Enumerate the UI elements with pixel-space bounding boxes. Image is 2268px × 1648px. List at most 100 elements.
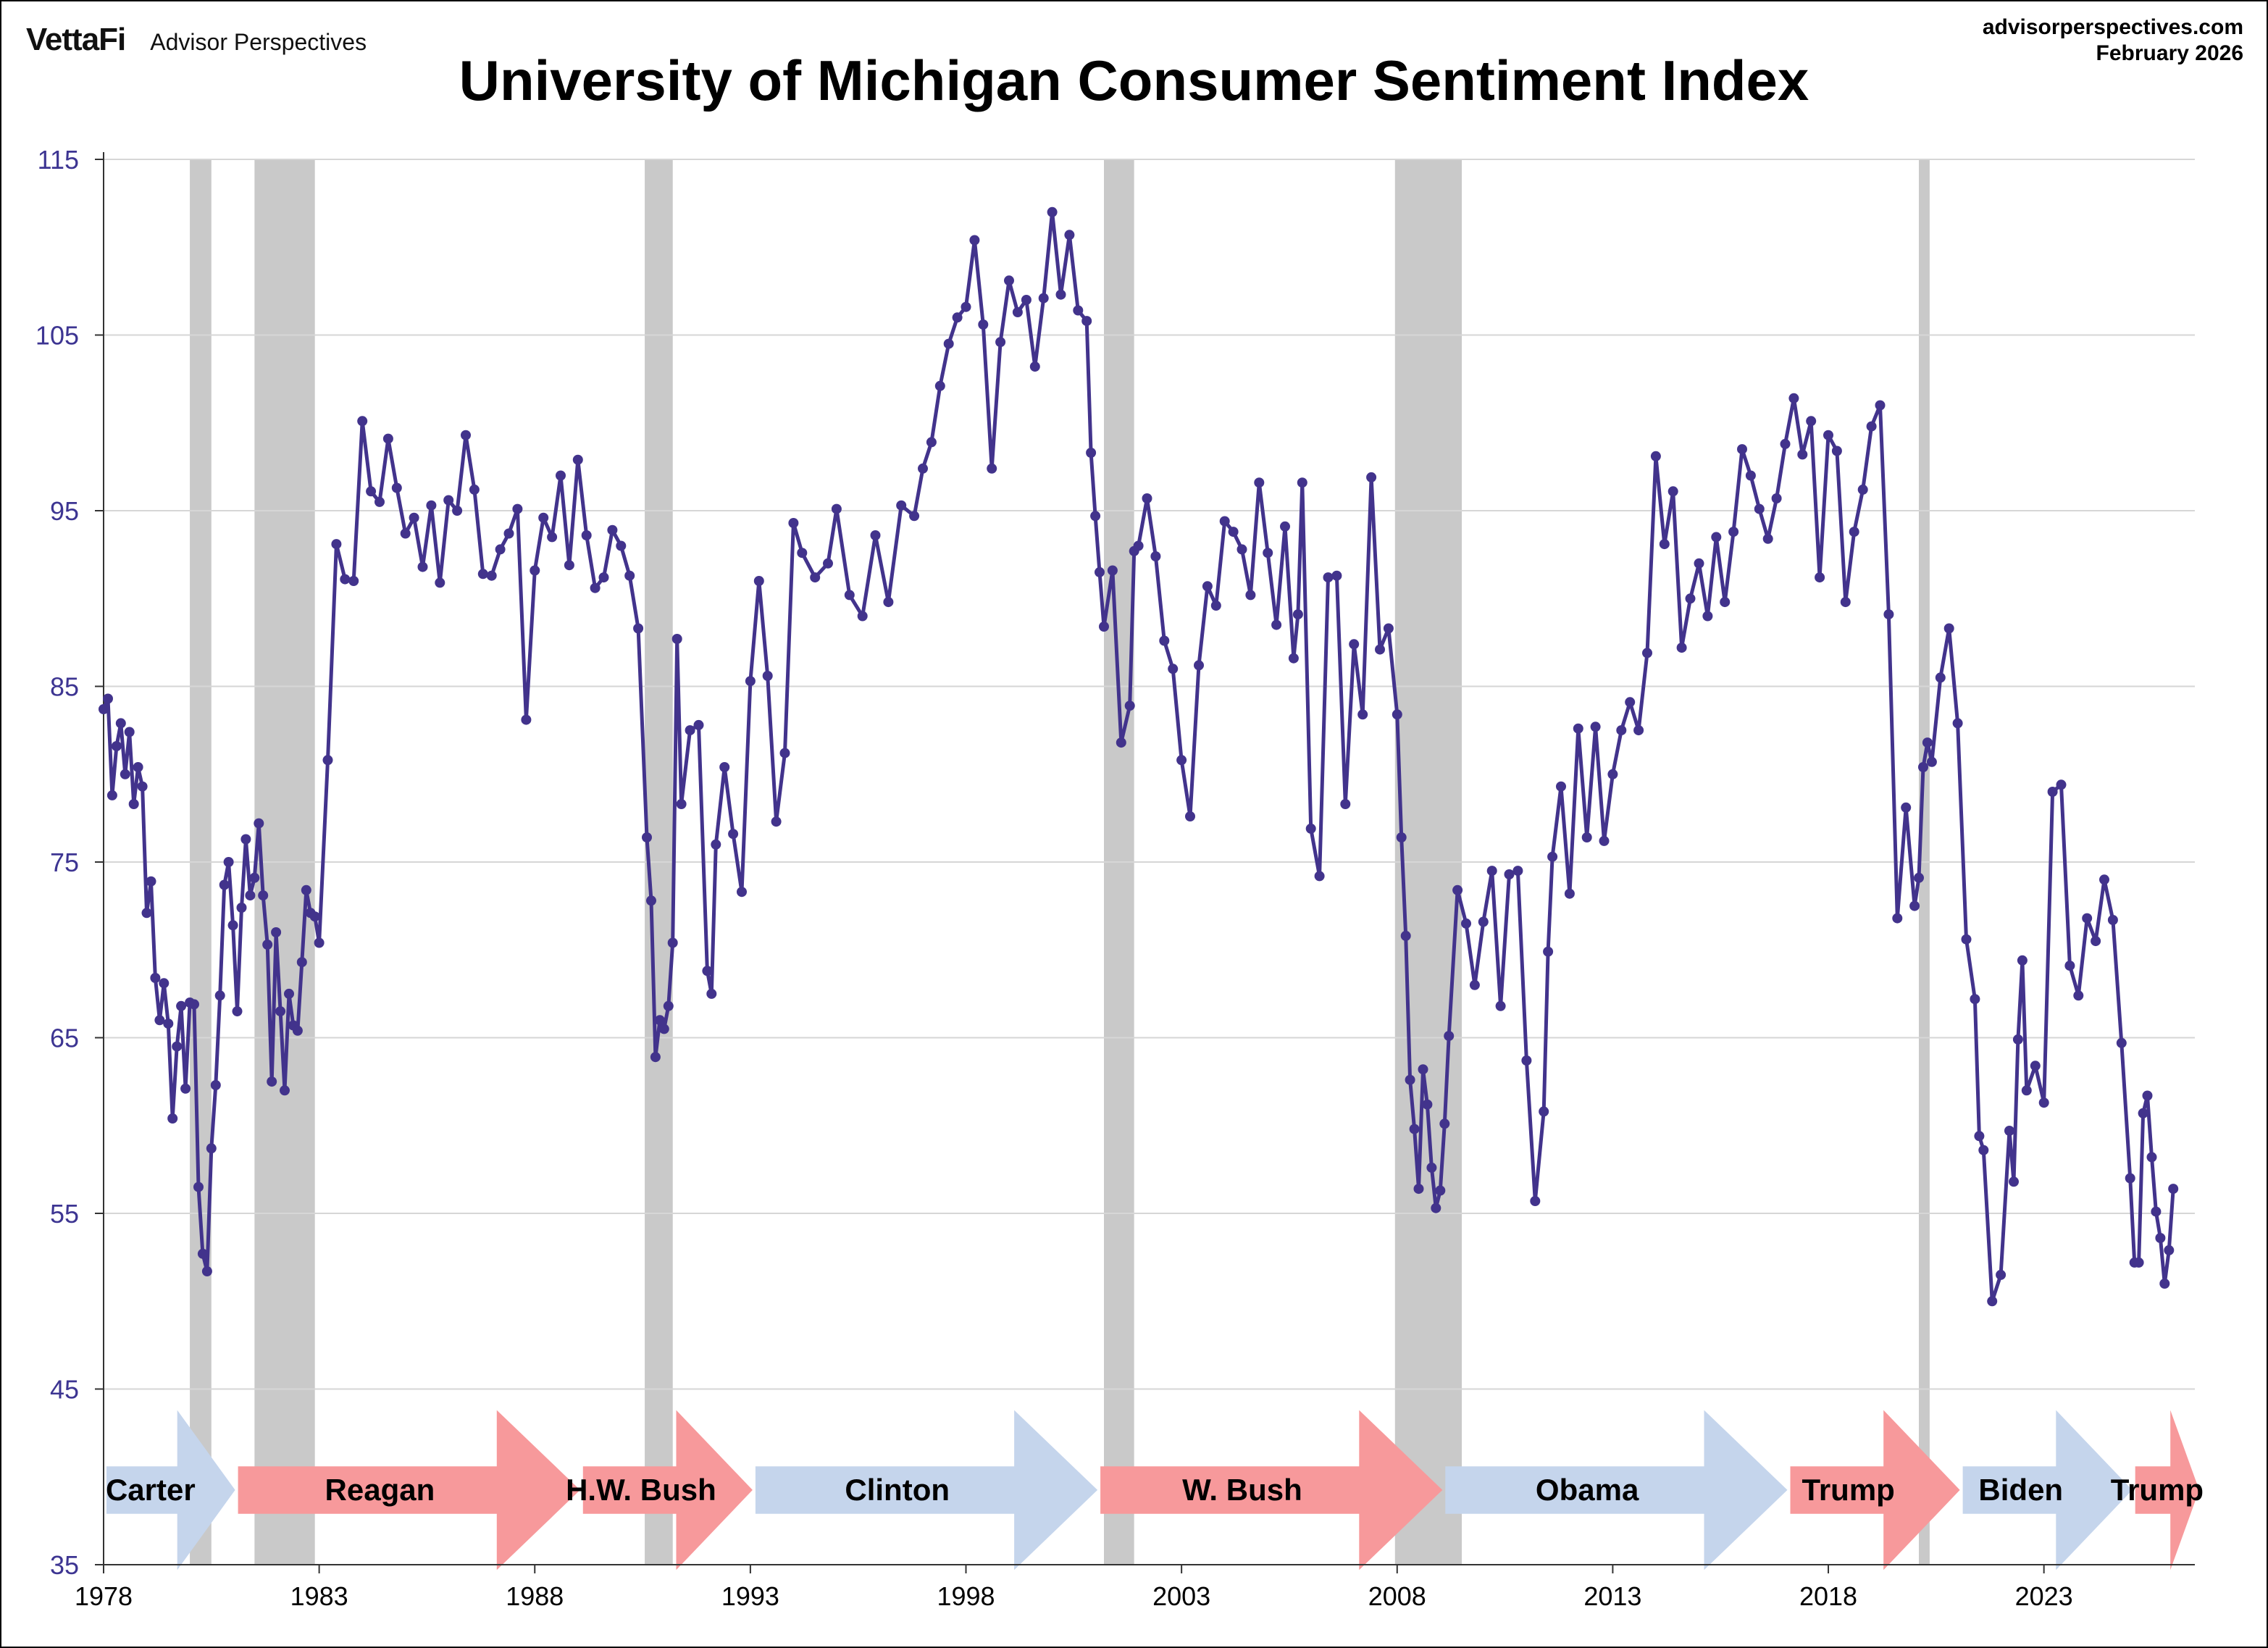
axes bbox=[95, 152, 2195, 1573]
data-point bbox=[1857, 484, 1868, 495]
data-point bbox=[267, 1076, 277, 1087]
data-point bbox=[1530, 1196, 1541, 1206]
data-point bbox=[788, 518, 799, 528]
data-point bbox=[642, 832, 652, 842]
data-point bbox=[254, 818, 264, 829]
data-point bbox=[503, 528, 514, 539]
data-point bbox=[1823, 430, 1833, 440]
data-point bbox=[219, 879, 230, 890]
data-point bbox=[236, 903, 247, 913]
data-point bbox=[340, 574, 351, 585]
data-point bbox=[1305, 823, 1316, 834]
data-point bbox=[2164, 1245, 2175, 1255]
data-point bbox=[762, 671, 773, 681]
data-point bbox=[1409, 1124, 1420, 1134]
data-point bbox=[671, 634, 682, 644]
data-point bbox=[1599, 835, 1610, 846]
data-point bbox=[1883, 609, 1894, 620]
data-point bbox=[275, 1006, 286, 1017]
data-point bbox=[797, 548, 808, 559]
x-tick-label-1998: 1998 bbox=[937, 1581, 995, 1611]
president-label-1: Reagan bbox=[325, 1473, 435, 1507]
data-point bbox=[2142, 1090, 2153, 1101]
data-point bbox=[280, 1085, 290, 1096]
sentiment-line bbox=[101, 210, 2175, 1303]
data-point bbox=[374, 496, 385, 507]
data-point bbox=[1245, 590, 1256, 601]
data-point bbox=[2151, 1206, 2162, 1217]
data-point bbox=[995, 337, 1006, 348]
data-point bbox=[1539, 1106, 1549, 1117]
data-point bbox=[1047, 206, 1058, 217]
data-point bbox=[2125, 1173, 2135, 1184]
data-point bbox=[1495, 1000, 1506, 1011]
y-tick-label-115: 115 bbox=[38, 145, 79, 175]
data-point bbox=[2056, 779, 2067, 790]
data-point bbox=[452, 506, 463, 516]
data-point bbox=[1943, 623, 1954, 634]
data-point bbox=[1737, 444, 1747, 455]
data-point bbox=[1012, 307, 1023, 317]
data-point bbox=[1038, 293, 1049, 304]
data-point bbox=[1659, 539, 1670, 550]
y-tick-labels: 35 45 55 65 75 85 95 105 115 bbox=[35, 145, 79, 1580]
data-point bbox=[2030, 1061, 2041, 1071]
data-point bbox=[556, 470, 566, 481]
x-tick-label-2008: 2008 bbox=[1368, 1581, 1426, 1611]
data-point bbox=[667, 937, 678, 948]
y-tick-label-65: 65 bbox=[50, 1024, 79, 1053]
data-point bbox=[1435, 1185, 1446, 1196]
data-point bbox=[1095, 566, 1105, 577]
data-point bbox=[918, 463, 928, 474]
data-point bbox=[706, 988, 717, 999]
x-tick-label-1993: 1993 bbox=[721, 1581, 779, 1611]
data-point bbox=[111, 741, 122, 751]
president-arrow-1 bbox=[238, 1410, 580, 1570]
data-point bbox=[952, 312, 963, 323]
data-point bbox=[1107, 565, 1118, 576]
data-point bbox=[296, 957, 307, 968]
data-point bbox=[685, 725, 695, 736]
data-point bbox=[146, 876, 156, 887]
data-point bbox=[1439, 1118, 1450, 1129]
data-point bbox=[1405, 1074, 1415, 1085]
data-point bbox=[581, 530, 592, 540]
data-point bbox=[1754, 503, 1765, 514]
data-point bbox=[943, 338, 954, 349]
data-point bbox=[572, 454, 583, 465]
data-point bbox=[2107, 915, 2118, 925]
data-point bbox=[1461, 918, 1471, 929]
data-point bbox=[301, 884, 311, 895]
data-point bbox=[1771, 493, 1782, 503]
data-point bbox=[530, 565, 540, 576]
gridlines bbox=[104, 159, 2195, 1565]
president-label-2: H.W. Bush bbox=[566, 1473, 716, 1507]
data-point bbox=[103, 693, 113, 704]
data-point bbox=[987, 463, 997, 474]
data-point bbox=[197, 1248, 208, 1259]
data-point bbox=[1901, 802, 1912, 813]
source-site: advisorperspectives.com bbox=[1982, 15, 2243, 39]
data-point bbox=[1116, 737, 1126, 748]
data-point bbox=[2155, 1233, 2166, 1243]
data-point bbox=[1720, 597, 1731, 608]
data-point bbox=[512, 503, 523, 514]
data-point bbox=[137, 781, 148, 792]
x-tick-label-1988: 1988 bbox=[506, 1581, 564, 1611]
data-point bbox=[1797, 449, 1808, 460]
data-point bbox=[2012, 1034, 2023, 1045]
data-point bbox=[2004, 1126, 2014, 1136]
data-point bbox=[702, 966, 713, 976]
data-point bbox=[391, 482, 402, 493]
data-point bbox=[1987, 1296, 1998, 1307]
data-point bbox=[1914, 872, 1924, 883]
data-point bbox=[1400, 930, 1411, 941]
brand-header: VettaFi Advisor Perspectives bbox=[26, 22, 367, 58]
data-point bbox=[1866, 421, 1877, 432]
data-point bbox=[654, 1015, 665, 1026]
data-point bbox=[128, 799, 139, 809]
president-arrow-6 bbox=[1790, 1410, 1960, 1570]
data-point bbox=[1849, 527, 1859, 538]
data-point bbox=[1055, 289, 1066, 300]
